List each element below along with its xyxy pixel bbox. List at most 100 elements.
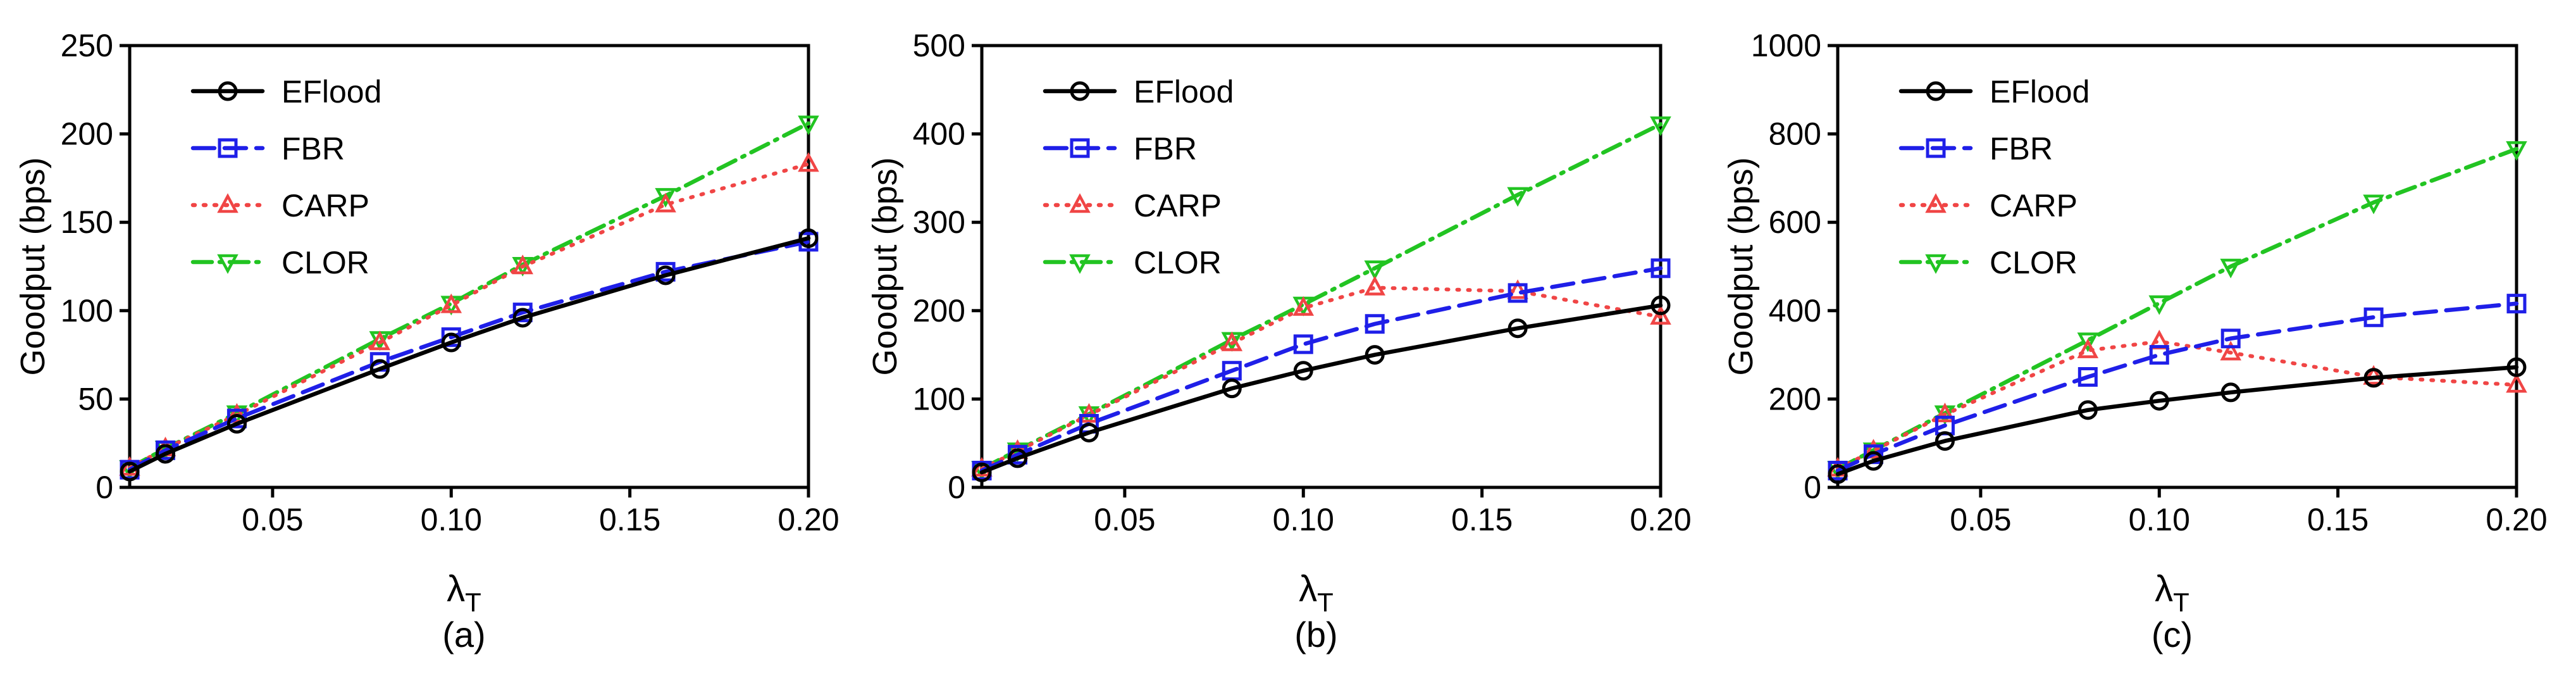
- y-tick-label: 100: [913, 381, 965, 416]
- data-point-carp: [1862, 439, 1885, 459]
- data-point-clor: [1364, 260, 1385, 280]
- legend: EFlood FBR CARP CLOR: [1898, 74, 2090, 280]
- data-point-eflood: [2506, 357, 2527, 377]
- series-line-fbr: [979, 266, 1663, 473]
- data-point-carp: [1934, 403, 1956, 423]
- data-point-clor: [2363, 194, 2384, 215]
- legend-label-clor: CLOR: [1134, 245, 1222, 280]
- panel-label: (b): [1294, 615, 1337, 654]
- legend-marker-carp: [217, 193, 238, 213]
- data-point-carp: [1650, 304, 1671, 325]
- x-axis-subscript: T: [465, 587, 481, 617]
- y-tick-label: 500: [913, 28, 965, 63]
- y-axis-label: Goodput (bps): [1722, 157, 1760, 375]
- chart-panel-1: 0 50 100 150 200 250 0.05 0.10 0.15 0.20 Goodput (…: [14, 28, 839, 654]
- series-line-fbr: [127, 239, 811, 472]
- legend-marker-clor: [1925, 254, 1947, 274]
- series-line-eflood: [127, 236, 811, 474]
- legend-marker-fbr: [1070, 138, 1090, 158]
- series-fbr: [972, 258, 1671, 480]
- series-clor: [1827, 141, 2527, 481]
- data-point-eflood: [226, 413, 247, 434]
- data-point-fbr: [2078, 367, 2098, 387]
- y-tick-label: 250: [61, 28, 113, 63]
- data-point-eflood: [512, 308, 533, 328]
- legend: EFlood FBR CARP CLOR: [190, 74, 381, 280]
- y-tick-label: 200: [1769, 381, 1821, 416]
- legend-marker-fbr: [218, 138, 238, 158]
- data-point-eflood: [1508, 318, 1528, 339]
- x-axis-subscript: T: [1317, 587, 1334, 617]
- series-line-eflood: [1835, 365, 2519, 477]
- x-tick-label: 0.20: [2486, 502, 2547, 537]
- y-axis-label: Goodput (bps): [14, 157, 52, 375]
- legend-label-eflood: EFlood: [282, 74, 381, 110]
- legend: EFlood FBR CARP CLOR: [1043, 74, 1234, 280]
- panel-label: (a): [442, 615, 485, 654]
- data-point-eflood: [2149, 391, 2169, 411]
- data-point-eflood: [655, 265, 676, 285]
- data-point-clor: [2220, 258, 2241, 279]
- data-point-carp: [1364, 275, 1385, 296]
- x-tick-label: 0.20: [1630, 502, 1691, 537]
- data-point-eflood: [2363, 368, 2384, 388]
- data-point-eflood: [1222, 379, 1242, 399]
- x-axis-label: λT: [2155, 568, 2189, 617]
- series-line-carp: [128, 162, 810, 470]
- y-tick-label: 1000: [1751, 28, 1821, 63]
- data-point-eflood: [972, 462, 992, 482]
- data-point-carp: [512, 254, 533, 275]
- data-point-eflood: [1863, 451, 1883, 471]
- series-line-carp: [1836, 339, 2518, 471]
- x-axis-symbol: λ: [1299, 568, 1317, 610]
- x-tick-label: 0.15: [2307, 502, 2369, 537]
- y-tick-label: 0: [948, 470, 965, 505]
- data-point-fbr: [1508, 283, 1528, 303]
- y-tick-label: 800: [1769, 116, 1821, 152]
- data-point-clor: [2506, 141, 2527, 161]
- x-tick-label: 0.05: [242, 502, 303, 537]
- data-point-eflood: [1650, 295, 1671, 315]
- x-axis-symbol: λ: [447, 568, 465, 610]
- data-point-carp: [798, 152, 819, 172]
- data-point-eflood: [120, 461, 140, 482]
- data-point-carp: [440, 293, 462, 313]
- series-eflood: [1828, 357, 2527, 484]
- data-point-carp: [2506, 373, 2527, 393]
- series-line-carp: [980, 285, 1663, 471]
- data-point-carp: [1221, 331, 1243, 351]
- x-tick-label: 0.05: [1950, 502, 2011, 537]
- data-point-clor: [1650, 116, 1671, 136]
- chart-panel-3: 0 200 400 600 800 1000 0.05 0.10 0.15 0.20 Goodput…: [1722, 28, 2548, 654]
- data-point-eflood: [1365, 345, 1385, 365]
- x-tick-label: 0.10: [1273, 502, 1334, 537]
- series-line-eflood: [979, 303, 1663, 475]
- y-tick-label: 200: [913, 293, 965, 329]
- plot-frame: [128, 44, 810, 489]
- x-tick-label: 0.05: [1094, 502, 1155, 537]
- data-point-carp: [655, 192, 676, 213]
- data-point-fbr: [1365, 314, 1385, 334]
- data-point-eflood: [155, 444, 175, 464]
- legend-marker-fbr: [1926, 138, 1946, 158]
- legend-label-carp: CARP: [282, 188, 369, 223]
- y-tick-label: 50: [78, 381, 113, 416]
- data-point-fbr: [2220, 329, 2241, 349]
- x-axis-subscript: T: [2173, 587, 2189, 617]
- series-eflood: [972, 295, 1671, 482]
- series-line-fbr: [1835, 301, 2519, 473]
- data-point-eflood: [441, 332, 461, 353]
- data-point-eflood: [1935, 431, 1955, 451]
- x-axis-label: λT: [1299, 568, 1334, 617]
- x-axis-symbol: λ: [2155, 568, 2173, 610]
- series-fbr: [1828, 294, 2527, 480]
- data-point-carp: [2220, 341, 2241, 361]
- data-point-carp: [2077, 338, 2099, 358]
- plot-frame: [1836, 44, 2518, 489]
- legend-label-fbr: FBR: [1134, 131, 1197, 166]
- legend-label-eflood: EFlood: [1134, 74, 1234, 110]
- y-axis-label: Goodput (bps): [866, 157, 904, 375]
- data-point-eflood: [1828, 464, 1848, 484]
- data-point-eflood: [1079, 422, 1099, 442]
